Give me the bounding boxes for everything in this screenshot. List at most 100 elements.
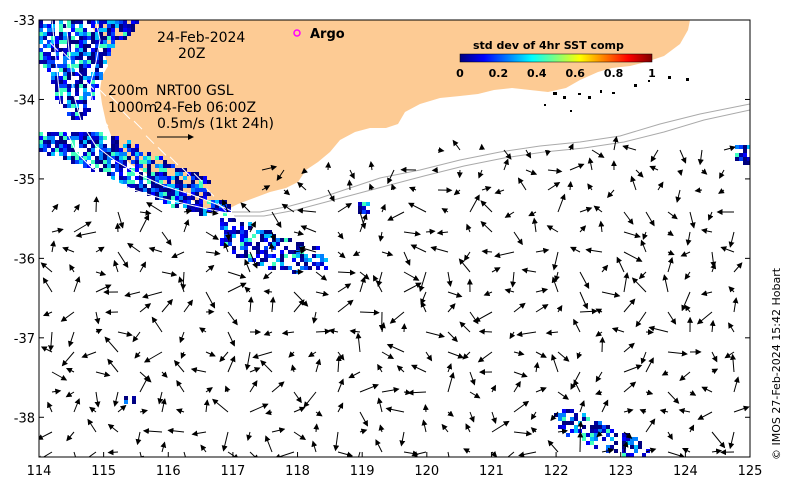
current-vector: [504, 288, 515, 294]
current-vector: [469, 371, 476, 386]
x-tick-label: 119: [350, 464, 375, 479]
sst-cell: [107, 48, 111, 52]
current-vector: [39, 431, 53, 440]
sst-cell: [59, 88, 63, 92]
sst-cell: [268, 230, 272, 234]
sst-cell: [99, 56, 103, 60]
sst-cell: [743, 157, 747, 161]
sst-cell: [191, 176, 195, 180]
sst-cell: [83, 136, 87, 140]
current-vector: [463, 448, 471, 454]
sst-cell: [107, 164, 111, 168]
current-vector: [513, 430, 533, 437]
sst-cell: [630, 445, 634, 449]
sst-cell: [256, 242, 260, 246]
sst-cell: [558, 413, 562, 417]
current-vector: [507, 451, 515, 457]
sst-cell: [292, 254, 296, 258]
current-vector: [173, 360, 185, 373]
current-vector: [39, 451, 53, 457]
sst-cell: [67, 136, 71, 140]
sst-cell: [312, 262, 316, 266]
current-vector: [161, 371, 168, 378]
bathymetry-contours: [51, 20, 750, 217]
sst-cell: [103, 168, 107, 172]
current-vector: [645, 418, 656, 433]
sst-cell: [127, 172, 131, 176]
sst-cell: [220, 238, 224, 242]
sst-cell: [139, 164, 143, 168]
current-vector: [315, 358, 322, 373]
current-vector: [579, 206, 593, 213]
current-vector: [447, 303, 456, 313]
current-vector: [569, 163, 585, 171]
current-vector: [648, 325, 669, 333]
current-vector: [667, 350, 688, 357]
sst-cell: [95, 160, 99, 164]
current-vector: [550, 354, 559, 373]
sst-cell: [634, 437, 638, 441]
sst-cell: [602, 425, 606, 429]
sst-cell: [111, 148, 115, 152]
sst-cell: [203, 196, 207, 200]
sst-cell: [111, 24, 115, 28]
current-vector: [685, 231, 692, 246]
sst-cell: [39, 52, 43, 56]
sst-cell: [91, 84, 95, 88]
current-vector: [638, 271, 647, 280]
sst-cell: [83, 32, 87, 36]
sst-cell: [79, 116, 83, 120]
current-vector: [142, 291, 163, 299]
sst-cell: [119, 160, 123, 164]
x-tick-label: 121: [479, 464, 504, 479]
sst-cell: [95, 164, 99, 168]
sst-cell: [95, 28, 99, 32]
sst-cell: [244, 246, 248, 250]
sst-cell: [743, 153, 747, 157]
shelf-current-vector: [73, 67, 83, 77]
sst-cell: [115, 144, 119, 148]
current-vector: [718, 188, 725, 194]
sst-cell: [171, 204, 175, 208]
sst-cell: [91, 136, 95, 140]
product-label: NRT00 GSL: [156, 83, 234, 99]
sst-cell: [272, 254, 276, 258]
current-vector: [635, 169, 644, 178]
sst-cell: [75, 52, 79, 56]
current-vector: [205, 231, 219, 240]
sst-cell: [75, 132, 79, 136]
sst-cell: [211, 204, 215, 208]
sst-cell: [131, 24, 135, 28]
sst-cell: [240, 242, 244, 246]
sst-cell: [75, 152, 79, 156]
current-vector: [728, 322, 735, 333]
current-vector: [639, 408, 647, 415]
current-vector: [711, 368, 719, 375]
current-vector: [576, 351, 583, 360]
current-vector: [612, 136, 619, 151]
sst-cell: [83, 44, 87, 48]
sst-cell: [103, 144, 107, 148]
current-vector: [337, 251, 346, 259]
sst-cell: [135, 164, 139, 168]
current-vector: [205, 387, 213, 394]
current-vector: [337, 402, 344, 413]
sst-cell: [83, 104, 87, 108]
sst-cell: [51, 72, 55, 76]
sst-cell: [362, 206, 366, 210]
sst-cell: [264, 246, 268, 250]
current-vector: [297, 207, 317, 214]
sst-cell: [91, 48, 95, 52]
sst-cell: [155, 184, 159, 188]
current-vector: [650, 149, 659, 163]
sst-cell: [199, 184, 203, 188]
sst-cell: [111, 32, 115, 36]
current-vector: [227, 311, 238, 326]
current-vector: [175, 408, 185, 415]
sst-cell: [570, 409, 574, 413]
sst-cell: [590, 425, 594, 429]
sst-cell: [79, 52, 83, 56]
sst-cell: [139, 172, 143, 176]
current-vector: [205, 264, 215, 273]
current-vector: [681, 291, 691, 312]
